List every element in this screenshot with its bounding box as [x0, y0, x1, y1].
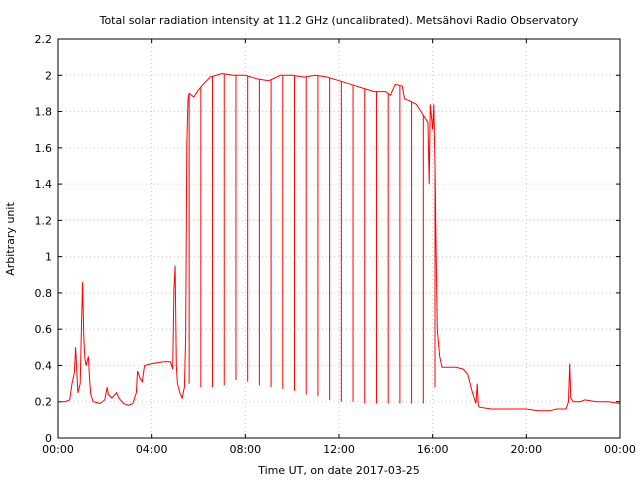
- y-tick-label: 1: [45, 251, 52, 264]
- x-tick-label: 04:00: [136, 443, 168, 456]
- chart-title: Total solar radiation intensity at 11.2 …: [99, 14, 579, 27]
- x-axis-label: Time UT, on date 2017-03-25: [257, 464, 420, 477]
- y-tick-label: 0.8: [35, 287, 53, 300]
- x-tick-label: 20:00: [510, 443, 542, 456]
- grid-lines: [58, 39, 620, 438]
- y-axis-label: Arbitrary unit: [4, 202, 17, 276]
- x-tick-label: 00:00: [42, 443, 74, 456]
- y-tick-label: 2.2: [35, 33, 53, 46]
- y-tick-label: 0.4: [35, 359, 53, 372]
- x-tick-label: 16:00: [417, 443, 449, 456]
- y-tick-label: 0.2: [35, 396, 53, 409]
- y-tick-label: 1.8: [35, 106, 53, 119]
- axis-ticks: 0 0.2 0.4 0.6 0.8 1 1.2 1.4 1.6 1.8 2 2.2 00:00 04:00…: [35, 33, 636, 456]
- x-tick-label: 08:00: [229, 443, 261, 456]
- series-group: [58, 72, 621, 412]
- series-line: [58, 72, 621, 412]
- y-tick-label: 2: [45, 69, 52, 82]
- y-tick-label: 0: [45, 432, 52, 445]
- x-tick-label: 12:00: [323, 443, 355, 456]
- y-tick-label: 1.6: [35, 142, 53, 155]
- y-tick-label: 1.2: [35, 214, 53, 227]
- plot-frame: [57, 38, 621, 439]
- x-tick-label: 00:00: [604, 443, 636, 456]
- y-tick-label: 0.6: [35, 323, 53, 336]
- y-tick-label: 1.4: [35, 178, 53, 191]
